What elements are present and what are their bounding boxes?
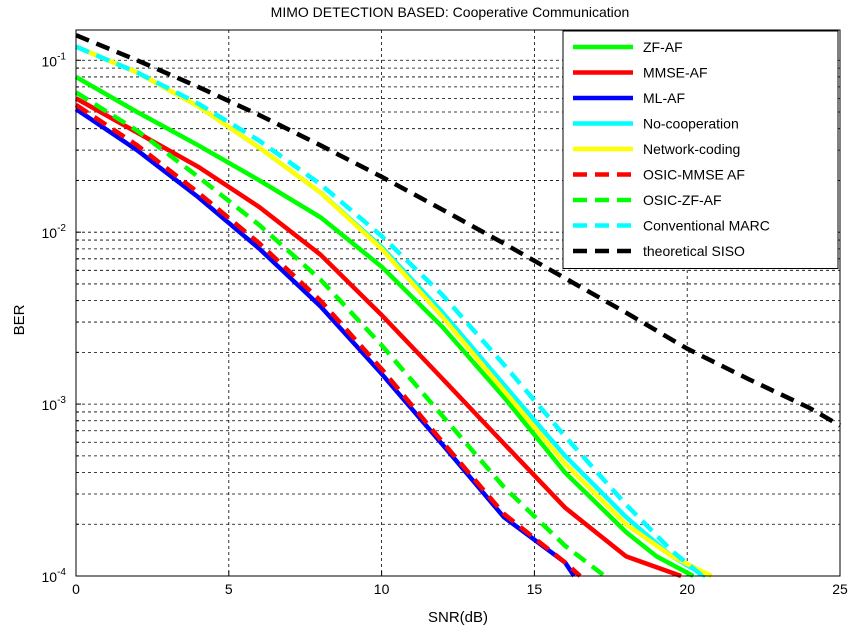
y-tick-label: 10-3: [42, 395, 67, 413]
legend-label: ML-AF: [643, 90, 685, 106]
series-layer: [74, 33, 842, 579]
legend: ZF-AF MMSE-AF ML-AF No-cooperation Network-c…: [562, 30, 839, 269]
x-axis-label: SNR(dB): [428, 609, 488, 626]
series-line-theoretical-siso: [75, 33, 842, 428]
x-tick-label: 25: [832, 581, 848, 597]
legend-label: MMSE-AF: [643, 65, 708, 81]
series-line-conventional-marc: [75, 44, 704, 578]
y-axis-label: BER: [11, 304, 28, 335]
series-line-ml-af: [74, 107, 576, 578]
axis-ticks: 0 5 10 15 20 25 10-1 10-2 10-3 10-4: [42, 51, 848, 597]
x-tick-label: 20: [679, 581, 695, 597]
series-line-mmse-af: [74, 96, 682, 579]
legend-label: Conventional MARC: [643, 218, 770, 234]
y-tick-label: 10-4: [42, 567, 67, 585]
chart-title: MIMO DETECTION BASED: Cooperative Commun…: [271, 4, 630, 20]
x-tick-label: 0: [72, 581, 80, 597]
legend-label: OSIC-ZF-AF: [643, 192, 722, 208]
x-tick-label: 15: [527, 581, 543, 597]
legend-label: theoretical SISO: [643, 243, 745, 259]
y-tick-label: 10-1: [42, 51, 67, 69]
x-tick-label: 10: [374, 581, 390, 597]
legend-label: No-cooperation: [643, 116, 739, 132]
x-tick-label: 5: [225, 581, 233, 597]
series-line-osic-mmse-af: [74, 103, 582, 578]
series-line-network-coding: [75, 44, 713, 579]
series-line-zf-af: [74, 74, 695, 578]
plot-frame: [75, 29, 841, 577]
legend-label: Network-coding: [643, 141, 740, 157]
legend-label: OSIC-MMSE AF: [643, 167, 745, 183]
series-line-osic-zf-af: [74, 90, 607, 578]
legend-label: ZF-AF: [643, 39, 683, 55]
y-tick-label: 10-2: [42, 223, 67, 241]
